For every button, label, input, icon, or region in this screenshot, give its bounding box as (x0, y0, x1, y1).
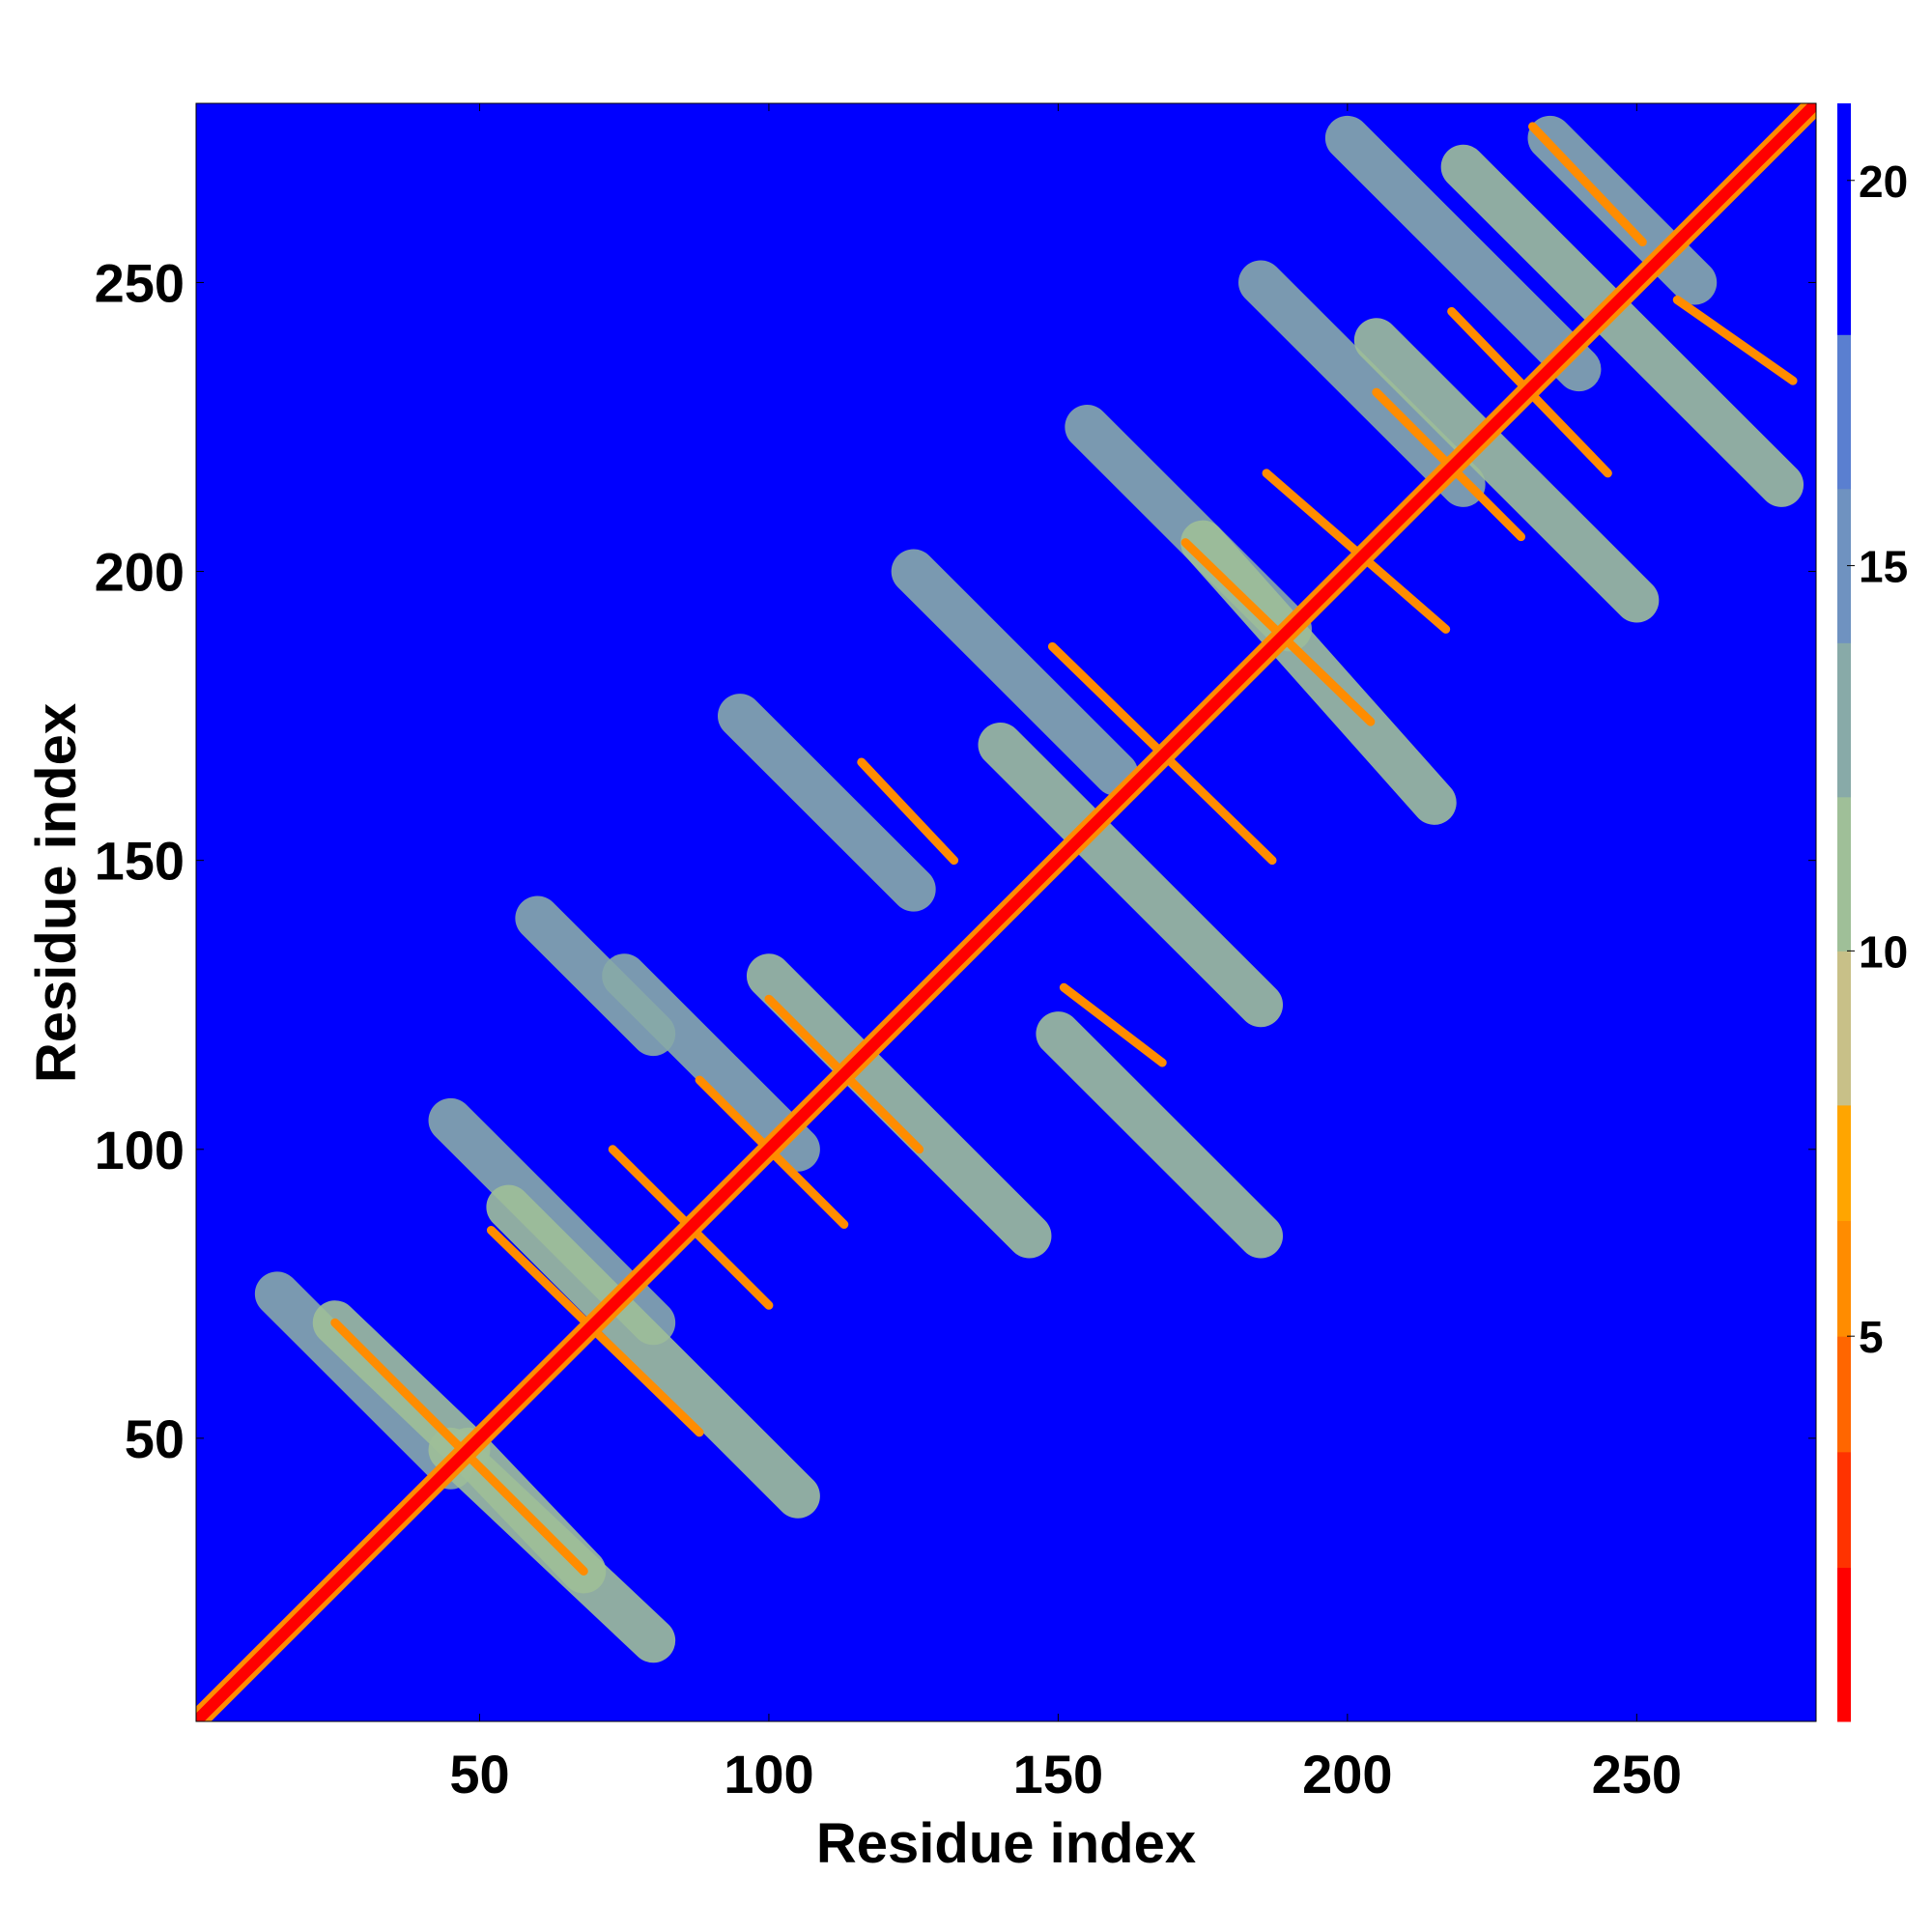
y-tick-label: 50 (125, 1408, 185, 1469)
x-tick-label: 200 (1302, 1744, 1392, 1804)
colorbar-segment (1837, 951, 1851, 1106)
colorbar-segment (1837, 1336, 1851, 1453)
contact-strand (857, 757, 959, 866)
colorbar-tick-label: 10 (1859, 926, 1908, 977)
colorbar-segment (1837, 1567, 1851, 1722)
contact-halo (978, 723, 1284, 1028)
contact-halo (717, 694, 936, 912)
colorbar-tick-label: 5 (1859, 1312, 1884, 1362)
colorbar-segment (1837, 103, 1851, 335)
contact-halo (515, 895, 676, 1057)
x-tick-label: 250 (1592, 1744, 1682, 1804)
colorbar-tick-label: 20 (1859, 156, 1908, 207)
contact-strand (1059, 982, 1167, 1067)
x-axis-title: Residue index (816, 1812, 1196, 1875)
colorbar-segment (1837, 796, 1851, 952)
contact-halo (1324, 115, 1602, 392)
heatmap (196, 103, 1816, 1721)
colorbar-tick-label: 15 (1859, 542, 1908, 592)
contact-halo (891, 549, 1139, 796)
heatmap-features (196, 103, 1816, 1721)
contact-halo (1036, 1011, 1284, 1259)
plot-frame (195, 102, 1817, 1722)
contact-halo (1353, 318, 1660, 623)
x-tick-label: 50 (449, 1744, 509, 1804)
colorbar-segment (1837, 1451, 1851, 1568)
colorbar-segment (1837, 1104, 1851, 1222)
y-tick-label: 250 (95, 252, 185, 313)
colorbar-segment (1837, 488, 1851, 643)
diagonal (196, 103, 1816, 1721)
contact-halo (486, 1184, 820, 1519)
y-tick-label: 150 (95, 831, 185, 892)
contact-strand (1528, 122, 1647, 247)
x-axis: 50 100 150 200 250 (449, 103, 1682, 1804)
x-tick-label: 100 (724, 1744, 813, 1804)
contact-halo (746, 953, 1052, 1259)
colorbar: 5 10 15 20 (1837, 103, 1908, 1722)
colorbar-segment (1837, 642, 1851, 798)
y-axis: 50 100 150 200 250 (95, 252, 1816, 1469)
contact-strand (1672, 295, 1798, 385)
x-tick-label: 150 (1013, 1744, 1103, 1804)
y-tick-label: 200 (95, 542, 185, 603)
contact-halo (1440, 144, 1804, 507)
colorbar-segment (1837, 334, 1851, 490)
y-axis-title: Residue index (25, 703, 88, 1083)
colorbar-segment (1837, 1220, 1851, 1337)
y-tick-label: 100 (95, 1120, 185, 1180)
